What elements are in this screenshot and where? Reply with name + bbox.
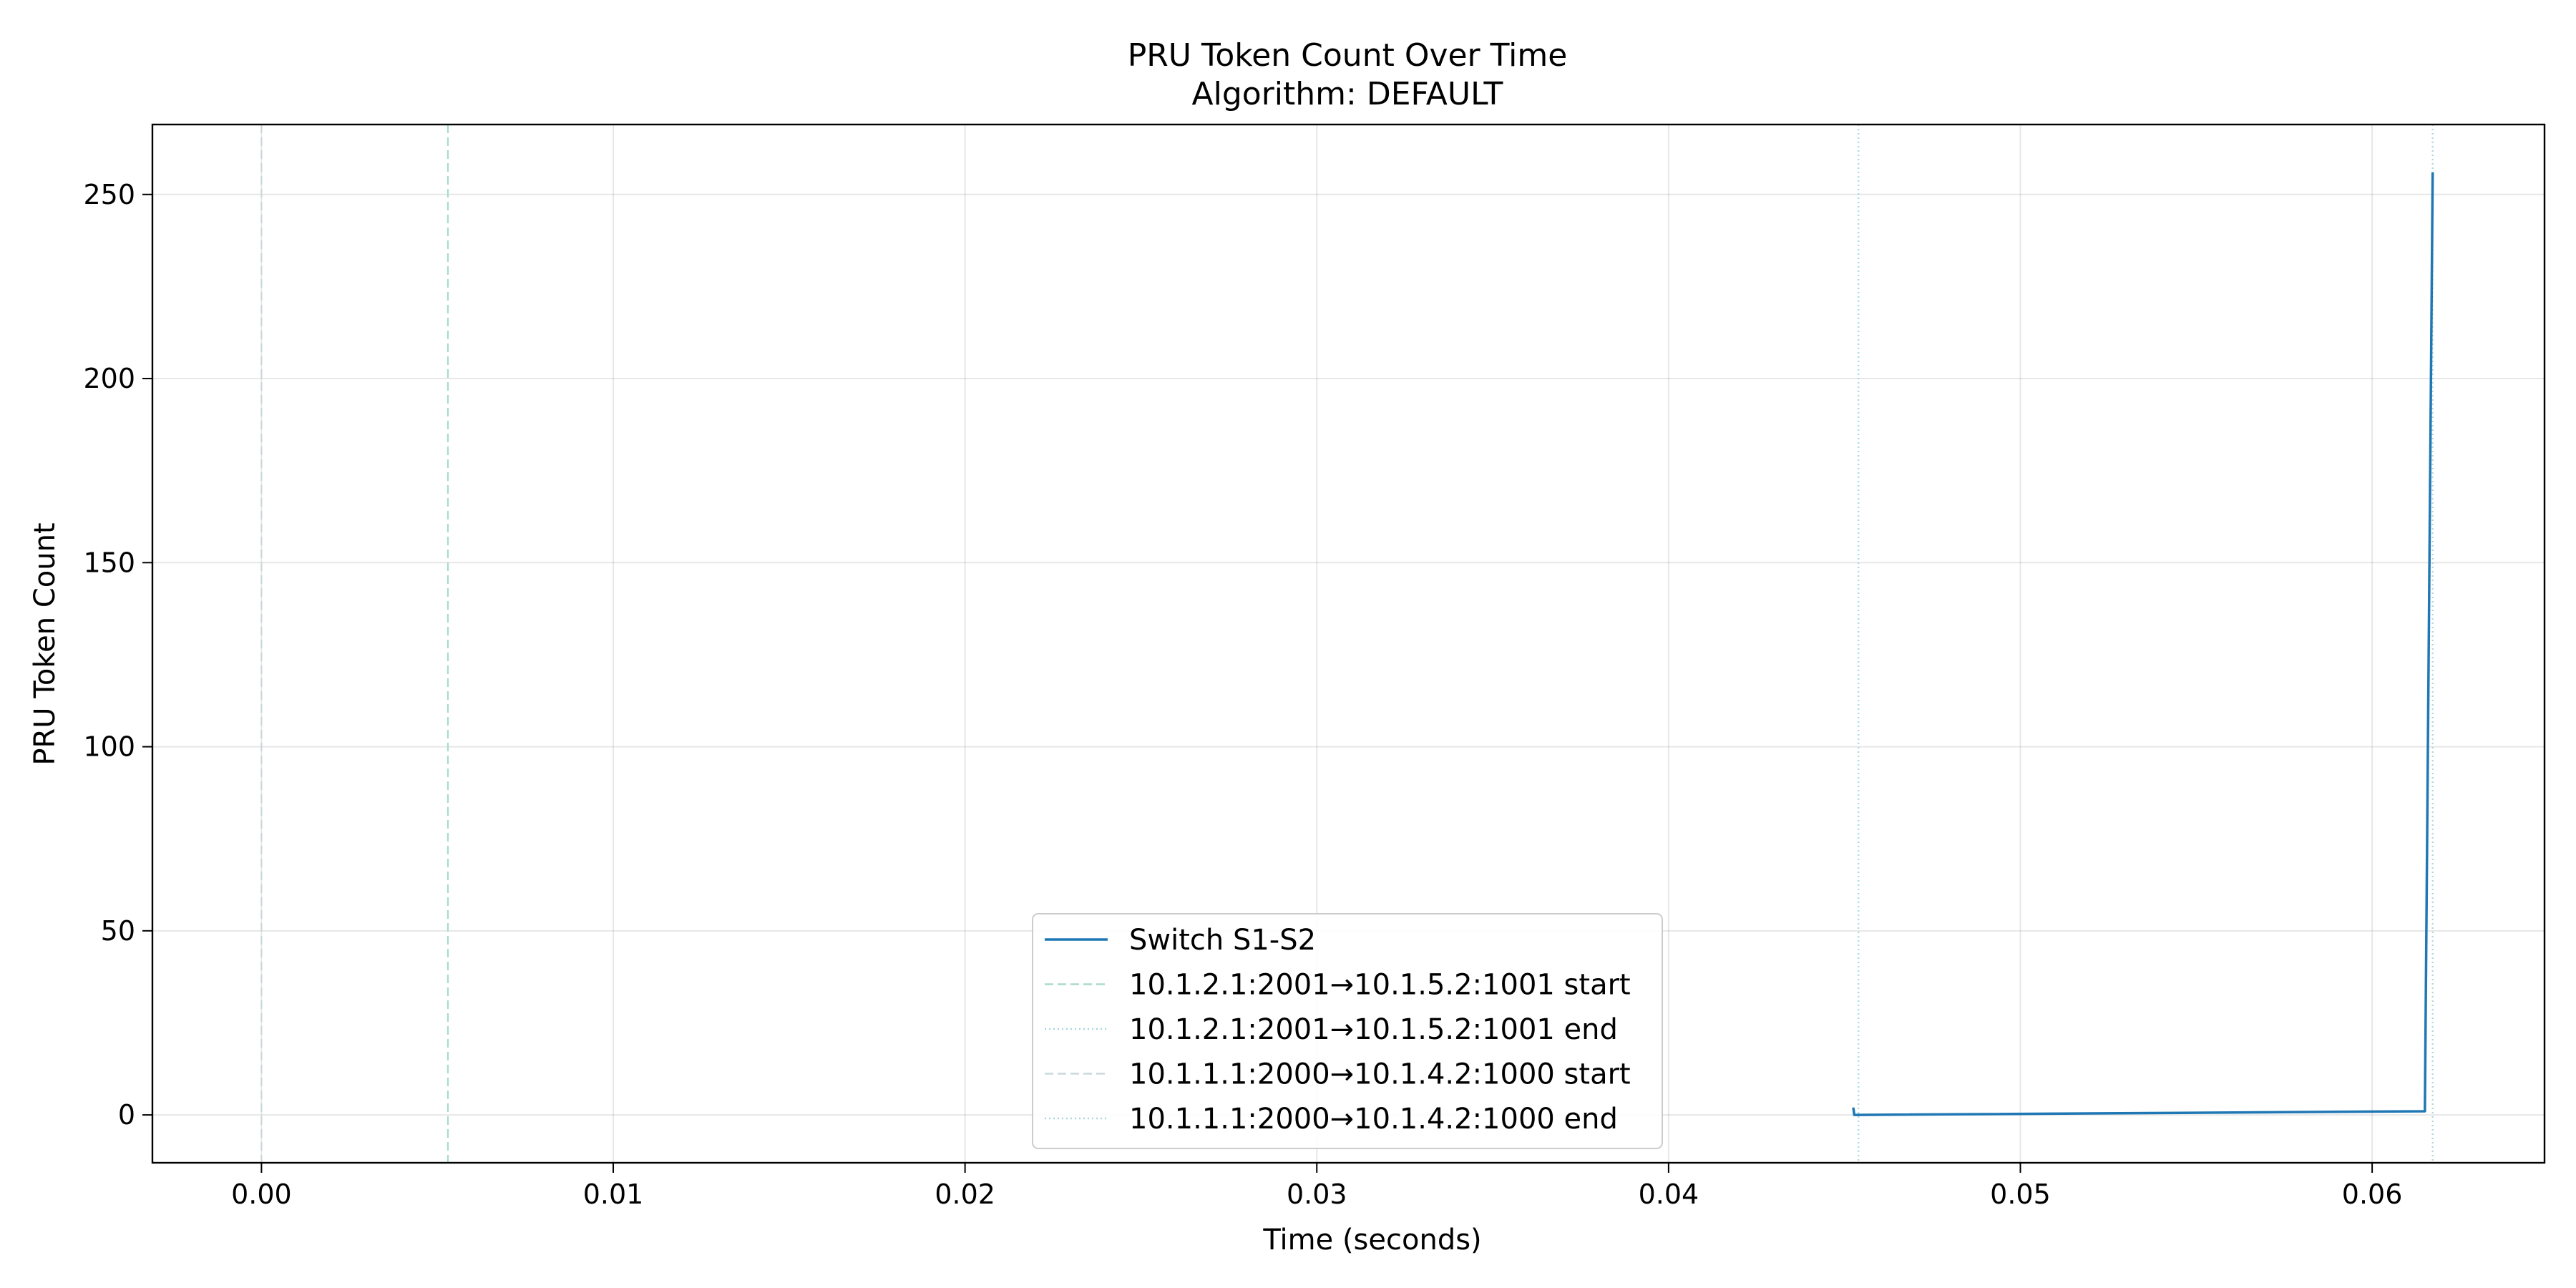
x-tick-label: 0.02 [935,1179,995,1210]
legend-label: Switch S1-S2 [1129,924,1316,957]
y-tick-label: 100 [83,731,135,763]
x-tick-label: 0.05 [1990,1179,2051,1210]
legend-label: 10.1.1.1:2000→10.1.4.2:1000 start [1129,1058,1631,1091]
y-tick-label: 250 [83,179,135,210]
x-tick-label: 0.06 [2342,1179,2403,1210]
x-tick-label: 0.00 [231,1179,292,1210]
series [1852,172,2434,1116]
chart-subtitle: Algorithm: DEFAULT [1192,76,1503,112]
y-axis: 0 50 100 150 200 250 [83,179,152,1131]
x-axis: 0.00 0.01 0.02 0.03 0.04 0.05 0.06 [231,1163,2402,1210]
chart-title: PRU Token Count Over Time [1128,37,1568,74]
y-tick-label: 150 [83,547,135,578]
x-tick-label: 0.01 [583,1179,644,1210]
legend-label: 10.1.2.1:2001→10.1.5.2:1001 end [1129,1013,1618,1046]
y-axis-label: PRU Token Count [29,522,62,765]
y-tick-label: 0 [118,1099,135,1131]
x-axis-label: Time (seconds) [1262,1224,1481,1257]
x-tick-label: 0.04 [1639,1179,1699,1210]
series-line [1852,172,2434,1116]
grid [152,125,2545,1163]
legend-frame [1032,913,1663,1149]
legend-label: 10.1.1.1:2000→10.1.4.2:1000 end [1129,1103,1618,1136]
legend: Switch S1-S2 10.1.2.1:2001→10.1.5.2:1001 … [1032,913,1663,1149]
legend-label: 10.1.2.1:2001→10.1.5.2:1001 start [1129,969,1631,1002]
y-tick-label: 50 [101,915,135,947]
plot-frame [151,123,2546,1164]
y-tick-label: 200 [83,363,135,394]
x-tick-label: 0.03 [1287,1179,1347,1210]
